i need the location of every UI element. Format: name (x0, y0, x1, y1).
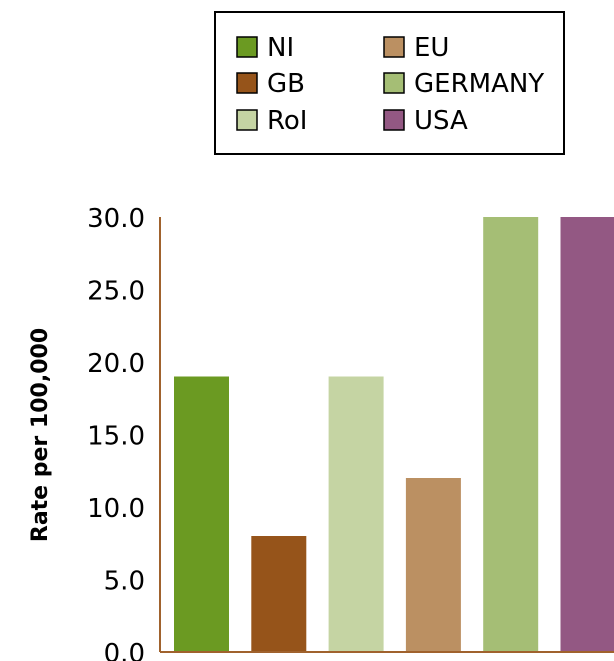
legend-swatch-eu (383, 36, 405, 58)
bar-roi (328, 376, 384, 652)
legend-label-usa: USA (414, 106, 468, 136)
legend-swatch-germany (383, 72, 405, 94)
legend-label-ni: NI (267, 33, 294, 63)
y-tick-label: 10.0 (87, 494, 145, 524)
legend-swatch-gb (236, 72, 258, 94)
bar-gb (251, 536, 307, 652)
y-axis-ticks: 0.0 5.0 10.0 15.0 20.0 25.0 30.0 (87, 204, 145, 661)
y-axis-label: Rate per 100,000 (28, 328, 53, 542)
legend-swatch-roi (236, 109, 258, 131)
y-tick-label: 30.0 (87, 204, 145, 234)
legend-swatch-usa (383, 109, 405, 131)
legend-swatch-ni (236, 36, 258, 58)
y-tick-label: 5.0 (104, 567, 145, 597)
legend-label-germany: GERMANY (414, 69, 544, 99)
y-tick-label: 0.0 (104, 639, 145, 661)
legend: NI GB RoI EU GERMANY USA (214, 11, 565, 155)
bar-ni (174, 376, 229, 652)
y-tick-label: 20.0 (87, 349, 145, 379)
bar-usa (560, 217, 614, 652)
y-tick-label: 25.0 (87, 277, 145, 307)
legend-label-gb: GB (267, 69, 305, 99)
legend-label-roi: RoI (267, 106, 307, 136)
bars (174, 217, 614, 652)
bar-eu (405, 478, 461, 652)
legend-label-eu: EU (414, 33, 449, 63)
y-tick-label: 15.0 (87, 422, 145, 452)
bar-germany (483, 217, 539, 652)
